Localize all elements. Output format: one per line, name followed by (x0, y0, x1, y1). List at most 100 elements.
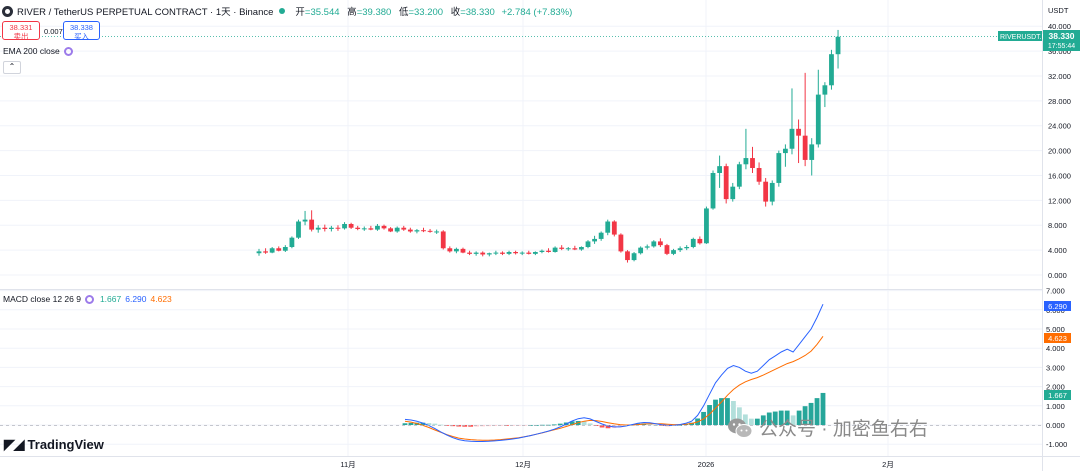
symbol-title[interactable]: RIVER / TetherUS PERPETUAL CONTRACT · 1天… (17, 7, 274, 18)
candle[interactable] (282, 245, 288, 252)
candle[interactable] (546, 248, 551, 253)
candle[interactable] (309, 210, 315, 232)
candle[interactable] (750, 146, 755, 173)
candle[interactable] (723, 163, 729, 204)
candle[interactable] (598, 231, 604, 241)
candle[interactable] (605, 219, 611, 236)
candle[interactable] (421, 227, 426, 233)
candle[interactable] (822, 82, 828, 108)
macd-legend[interactable]: MACD close 12 26 9 1.667 6.290 4.623 (3, 294, 172, 304)
candle[interactable] (644, 244, 650, 250)
candle[interactable] (355, 225, 361, 231)
candle[interactable] (815, 69, 821, 148)
time-axis[interactable]: 11月 12月 2026 2月 (340, 460, 893, 469)
candle[interactable] (559, 245, 565, 251)
candle[interactable] (342, 222, 347, 230)
candle[interactable] (467, 250, 472, 256)
candle[interactable] (322, 224, 328, 232)
candle[interactable] (269, 247, 275, 254)
candle[interactable] (592, 235, 597, 244)
candle[interactable] (532, 251, 538, 256)
candle[interactable] (776, 150, 782, 187)
candle[interactable] (414, 228, 420, 234)
candle[interactable] (835, 29, 841, 69)
candle[interactable] (756, 162, 762, 185)
candle[interactable] (710, 170, 716, 210)
candle[interactable] (328, 225, 334, 232)
candle[interactable] (335, 225, 341, 231)
candle[interactable] (289, 236, 295, 249)
candle[interactable] (539, 249, 545, 254)
candle[interactable] (677, 246, 683, 252)
candle[interactable] (796, 119, 801, 164)
candle[interactable] (743, 128, 749, 170)
candle[interactable] (638, 246, 644, 255)
candle[interactable] (454, 247, 459, 254)
candle[interactable] (315, 225, 321, 233)
candle[interactable] (256, 248, 262, 256)
candle[interactable] (394, 226, 400, 233)
sell-button[interactable]: 38.331 卖出 (2, 21, 40, 41)
candle[interactable] (460, 247, 466, 254)
candle[interactable] (618, 233, 624, 253)
candle[interactable] (519, 251, 525, 256)
candle[interactable] (651, 240, 657, 248)
candle[interactable] (302, 210, 308, 226)
candle[interactable] (789, 88, 795, 155)
candle[interactable] (684, 245, 690, 251)
candle[interactable] (447, 246, 453, 253)
candle[interactable] (625, 250, 630, 263)
candle[interactable] (763, 177, 769, 207)
candle[interactable] (730, 182, 736, 202)
candle[interactable] (381, 224, 387, 230)
candle[interactable] (631, 251, 637, 262)
candle[interactable] (572, 245, 578, 251)
candle[interactable] (276, 246, 282, 252)
candle[interactable] (401, 225, 407, 231)
candle[interactable] (552, 246, 558, 253)
candle[interactable] (809, 138, 815, 176)
candle[interactable] (493, 250, 499, 256)
candlestick-series[interactable] (256, 29, 841, 263)
candle[interactable] (717, 155, 722, 188)
candle[interactable] (579, 246, 584, 251)
candle[interactable] (697, 236, 703, 245)
candle[interactable] (506, 250, 512, 256)
candle[interactable] (736, 161, 742, 190)
collapse-legend-button[interactable]: ⌃ (3, 61, 21, 74)
candle[interactable] (690, 237, 696, 249)
candle[interactable] (783, 144, 788, 167)
candle[interactable] (263, 248, 268, 254)
candle[interactable] (513, 250, 519, 255)
candle[interactable] (769, 180, 775, 206)
ema-legend[interactable]: EMA 200 close (3, 46, 73, 56)
candle[interactable] (473, 251, 479, 256)
candle[interactable] (657, 238, 663, 248)
candle[interactable] (585, 240, 591, 249)
candle[interactable] (388, 227, 393, 233)
candle[interactable] (526, 250, 532, 255)
price-axis[interactable]: 0.000 4.000 8.000 12.000 16.000 20.000 24.000 2… (1048, 22, 1071, 280)
candle[interactable] (486, 252, 492, 257)
candle[interactable] (565, 247, 571, 251)
buy-button[interactable]: 38.338 买入 (63, 21, 100, 41)
candle[interactable] (480, 251, 486, 257)
candle[interactable] (427, 228, 433, 233)
candle[interactable] (440, 230, 446, 250)
candle[interactable] (368, 225, 374, 231)
candle[interactable] (296, 219, 301, 239)
candle[interactable] (500, 251, 505, 256)
candle[interactable] (704, 206, 709, 244)
candle[interactable] (664, 243, 670, 256)
ema-settings-icon[interactable] (63, 46, 73, 56)
candle[interactable] (434, 229, 440, 234)
candle[interactable] (671, 248, 676, 256)
candle[interactable] (361, 226, 367, 231)
candle[interactable] (375, 223, 380, 231)
candle[interactable] (802, 72, 808, 167)
macd-settings-icon[interactable] (84, 294, 94, 304)
candle[interactable] (348, 222, 354, 229)
candle[interactable] (611, 220, 617, 237)
candle[interactable] (407, 227, 413, 233)
